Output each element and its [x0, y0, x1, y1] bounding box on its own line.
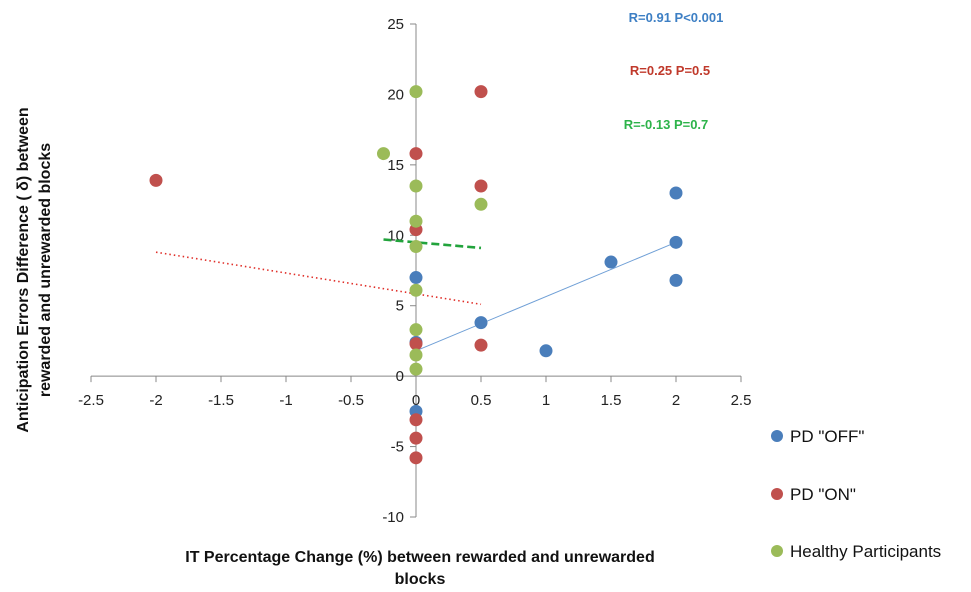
data-point-series-2	[474, 85, 488, 99]
legend-marker-3	[771, 545, 783, 557]
legend-label-2: PD "ON"	[790, 485, 856, 504]
data-point-series-1	[669, 235, 683, 249]
x-tick-label: -1.5	[208, 392, 234, 409]
x-tick-label: 1.5	[601, 392, 622, 409]
data-point-series-3	[409, 283, 423, 297]
y-tick-label: -5	[391, 439, 404, 456]
data-points	[149, 85, 683, 465]
data-point-series-2	[474, 179, 488, 193]
x-tick-label: 0.5	[471, 392, 492, 409]
data-point-series-2	[409, 147, 423, 161]
data-point-series-1	[474, 316, 488, 330]
data-point-series-3	[409, 179, 423, 193]
data-point-series-3	[409, 323, 423, 337]
data-point-series-2	[474, 338, 488, 352]
x-tick-label: -2.5	[78, 392, 104, 409]
y-tick-label: 20	[387, 86, 404, 103]
data-point-series-1	[604, 255, 618, 269]
data-point-series-2	[409, 451, 423, 465]
data-point-series-2	[409, 413, 423, 427]
y-tick-label: 5	[396, 298, 404, 315]
data-point-series-3	[409, 240, 423, 254]
x-tick-label: 2	[672, 392, 680, 409]
y-tick-label: 15	[387, 157, 404, 174]
data-point-series-1	[409, 271, 423, 285]
y-tick-label: 25	[387, 16, 404, 33]
data-point-series-2	[409, 431, 423, 445]
x-tick-label: 1	[542, 392, 550, 409]
legend-marker-1	[771, 430, 783, 442]
legend-label-3: Healthy Participants	[790, 542, 941, 561]
stat-annotation-1: R=0.91 P<0.001	[629, 10, 724, 25]
data-point-series-3	[409, 348, 423, 362]
data-point-series-3	[409, 85, 423, 99]
y-axis-title-line-2: rewarded and unrewarded blocks	[37, 143, 54, 397]
trend-line-2	[155, 251, 482, 306]
x-axis-title-line-1: IT Percentage Change (%) between rewarde…	[185, 549, 654, 566]
data-point-series-2	[149, 173, 163, 187]
data-point-series-3	[409, 214, 423, 228]
data-point-series-3	[409, 362, 423, 376]
x-tick-label: -0.5	[338, 392, 364, 409]
y-axis-title-line-1: Anticipation Errors Difference ( δ) betw…	[15, 107, 32, 432]
legend-label-1: PD "OFF"	[790, 427, 864, 446]
y-tick-label: 0	[396, 368, 404, 385]
data-point-series-3	[474, 197, 488, 211]
trend-line-3	[383, 238, 482, 250]
stat-annotation-3: R=-0.13 P=0.7	[624, 117, 709, 132]
trend-lines	[155, 238, 677, 352]
data-point-series-1	[539, 344, 553, 358]
annotations: R=0.91 P<0.001 R=0.25 P=0.5 R=-0.13 P=0.7	[624, 10, 724, 132]
x-tick-label: 2.5	[731, 392, 752, 409]
legend-marker-2	[771, 488, 783, 500]
legend: PD "OFF" PD "ON" Healthy Participants	[771, 427, 941, 561]
data-point-series-3	[377, 147, 390, 161]
y-tick-label: -10	[382, 509, 404, 526]
x-axis-title-line-2: blocks	[395, 571, 446, 588]
stat-annotation-2: R=0.25 P=0.5	[630, 63, 710, 78]
x-tick-label: 0	[412, 392, 420, 409]
x-tick-label: -1	[279, 392, 292, 409]
trend-line-1	[415, 241, 677, 352]
data-point-series-1	[669, 186, 683, 200]
data-point-series-1	[669, 273, 683, 287]
data-point-series-2	[409, 337, 423, 351]
x-tick-label: -2	[149, 392, 162, 409]
